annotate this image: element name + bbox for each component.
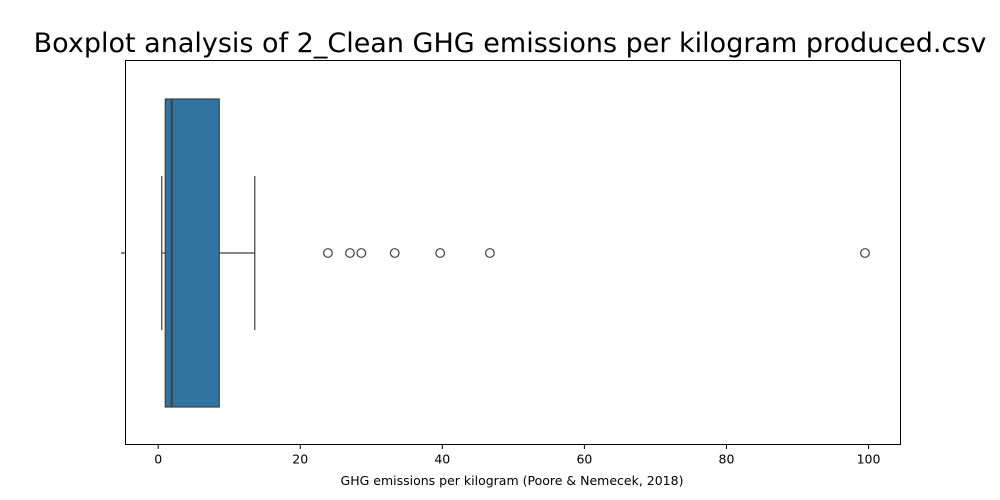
x-tick-label: 40 <box>434 452 450 467</box>
outlier-point <box>345 248 355 258</box>
x-axis-label: GHG emissions per kilogram (Poore & Neme… <box>341 473 684 488</box>
outlier-point <box>485 248 495 258</box>
chart-title: Boxplot analysis of 2_Clean GHG emission… <box>34 28 987 59</box>
x-tick-label: 80 <box>719 452 735 467</box>
outlier-point <box>389 248 400 258</box>
boxplot-outliers <box>323 248 870 258</box>
x-tick-label: 100 <box>857 452 881 467</box>
x-axis: 0 20 40 60 80 100 <box>154 444 881 467</box>
x-tick-label: 60 <box>576 452 592 467</box>
interquartile-box <box>164 98 220 408</box>
outlier-point <box>323 248 333 258</box>
outlier-point <box>860 248 870 258</box>
boxplot-box <box>161 98 256 408</box>
x-tick-label: 20 <box>292 452 308 467</box>
outlier-point <box>356 248 367 258</box>
x-tick-label: 0 <box>154 452 162 467</box>
outlier-point <box>435 248 446 258</box>
